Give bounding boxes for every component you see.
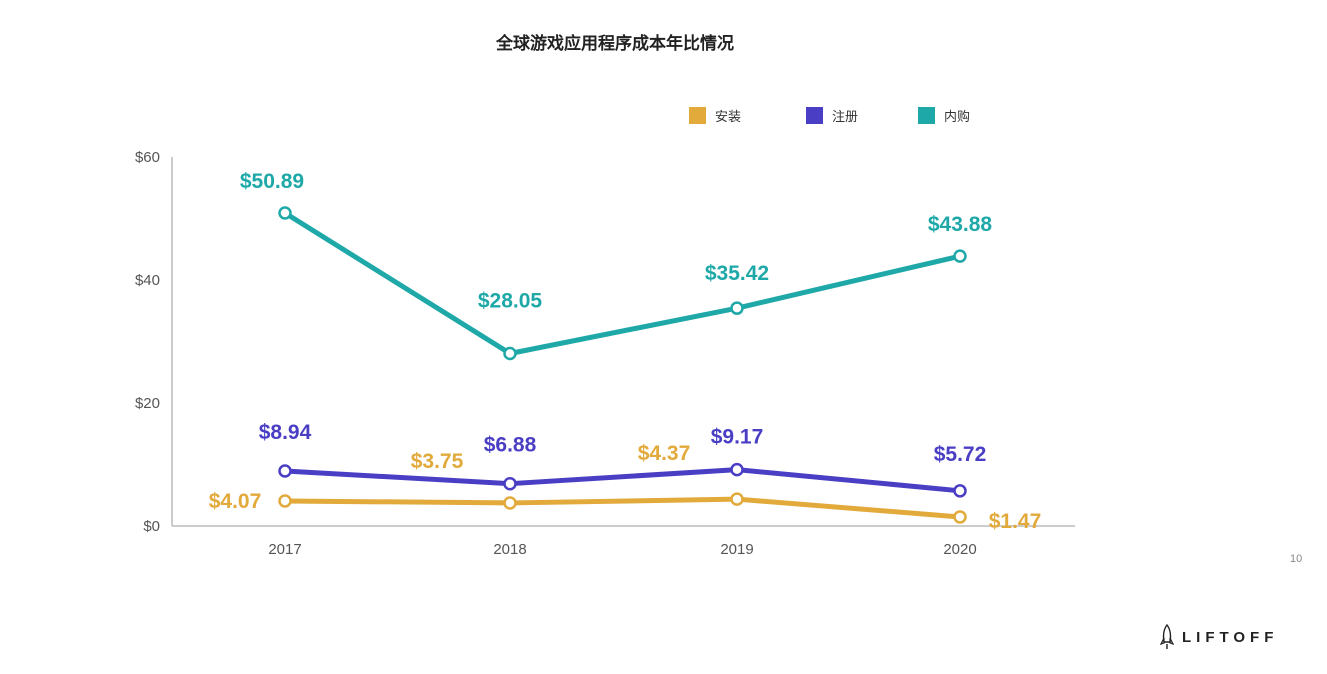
data-point-purchase bbox=[278, 206, 292, 220]
legend: 安装 注册 内购 bbox=[689, 107, 970, 125]
y-tick-label: $20 bbox=[135, 395, 160, 412]
series-line-register bbox=[282, 467, 963, 494]
x-tick-label: 2018 bbox=[493, 541, 526, 558]
rocket-icon bbox=[1160, 624, 1174, 649]
x-ticks: 2017 2018 2019 2020 bbox=[268, 541, 976, 558]
x-tick-label: 2020 bbox=[943, 541, 976, 558]
series-group bbox=[278, 206, 967, 524]
data-label-install: $4.07 bbox=[209, 490, 262, 513]
axes bbox=[171, 157, 1075, 527]
data-label-register: $6.88 bbox=[484, 434, 537, 457]
x-tick-label: 2017 bbox=[268, 541, 301, 558]
data-label-register: $8.94 bbox=[259, 421, 312, 444]
x-tick-label: 2019 bbox=[720, 541, 753, 558]
legend-label-register: 注册 bbox=[832, 110, 858, 125]
y-ticks: $0 $20 $40 $60 bbox=[135, 149, 160, 535]
data-point-install bbox=[953, 510, 967, 524]
legend-swatch-purchase bbox=[918, 107, 935, 124]
data-label-install: $3.75 bbox=[411, 450, 464, 473]
data-point-purchase bbox=[503, 346, 517, 361]
data-point-register bbox=[278, 464, 292, 478]
series-line-purchase bbox=[282, 210, 963, 356]
y-tick-label: $60 bbox=[135, 149, 160, 166]
data-point-install bbox=[503, 496, 517, 510]
chart-title: 全球游戏应用程序成本年比情况 bbox=[495, 33, 734, 54]
data-label-register: $9.17 bbox=[711, 426, 764, 449]
y-tick-label: $40 bbox=[135, 272, 160, 289]
data-labels: $4.07 $3.75 $4.37 $1.47 $8.94 $6.88 $9.17 $5.72… bbox=[209, 170, 1042, 533]
page-number: 10 bbox=[1290, 553, 1303, 565]
data-label-register: $5.72 bbox=[934, 443, 987, 466]
legend-label-install: 安装 bbox=[715, 110, 741, 125]
data-point-purchase bbox=[953, 249, 967, 263]
data-label-install: $4.37 bbox=[638, 442, 691, 465]
series-line-install bbox=[282, 496, 963, 520]
data-label-install: $1.47 bbox=[989, 510, 1042, 533]
data-point-purchase bbox=[730, 301, 744, 315]
data-point-register bbox=[953, 484, 967, 498]
data-point-register bbox=[730, 462, 744, 477]
brand-logo: LIFTOFF bbox=[1160, 624, 1278, 650]
legend-label-purchase: 内购 bbox=[944, 109, 970, 125]
data-label-purchase: $35.42 bbox=[705, 262, 769, 285]
data-point-register bbox=[503, 476, 517, 491]
legend-swatch-install bbox=[689, 107, 706, 124]
data-label-purchase: $50.89 bbox=[240, 170, 304, 193]
legend-swatch-register bbox=[806, 107, 823, 124]
brand-name: LIFTOFF bbox=[1182, 628, 1279, 646]
data-point-install bbox=[730, 492, 744, 506]
data-label-purchase: $43.88 bbox=[928, 213, 993, 236]
y-tick-label: $0 bbox=[143, 518, 160, 535]
data-label-purchase: $28.05 bbox=[478, 289, 543, 312]
data-point-install bbox=[278, 494, 292, 508]
